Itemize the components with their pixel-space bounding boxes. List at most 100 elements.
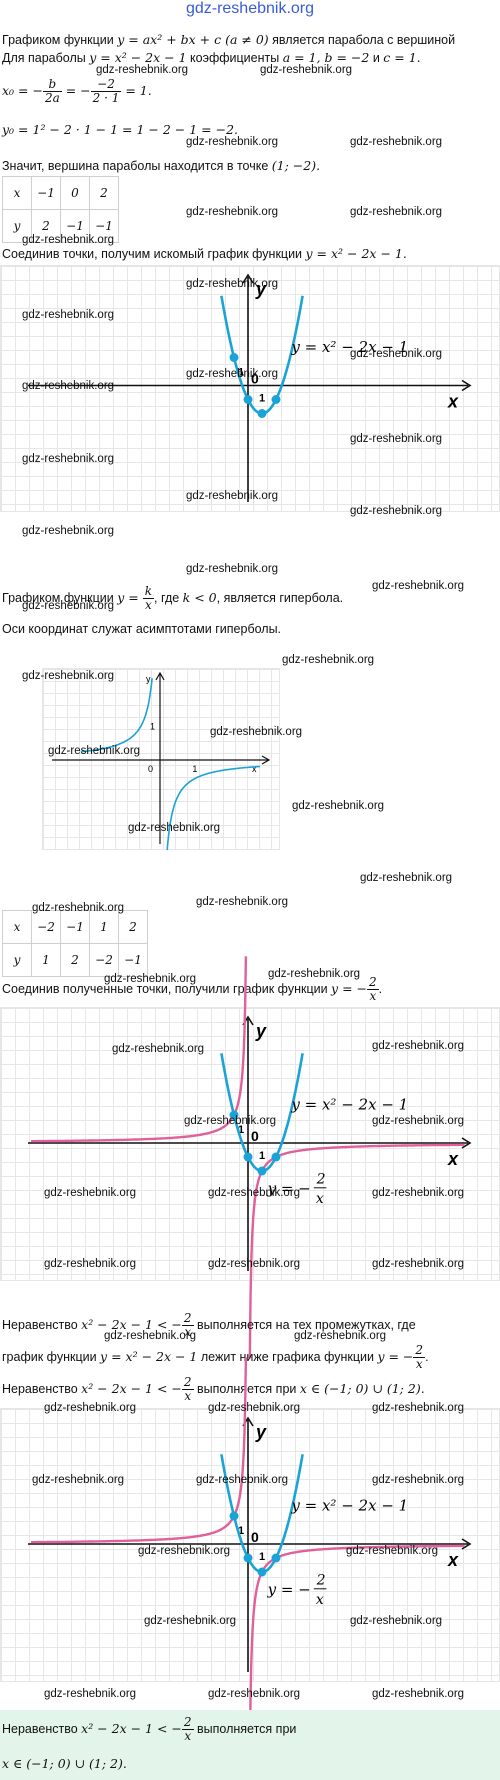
- answer-solution: x ∈ (−1; 0) ∪ (1; 2).: [2, 1756, 127, 1771]
- graph-4-grid: [0, 1408, 500, 1682]
- x0-end: = 1.: [121, 83, 152, 98]
- hyperbola-label-y: y = −: [267, 1179, 311, 1197]
- intro-text-b: является парабола с вершиной: [268, 33, 456, 47]
- hyperbola-label-num: 2: [316, 1573, 326, 1589]
- ineq-line-3: Неравенство x² − 2x − 1 < −2 x выполняетс…: [2, 1376, 425, 1403]
- watermark: gdz-reshebnik.org: [22, 234, 115, 246]
- small-x-arrow: [261, 755, 271, 765]
- ineq-den: x: [184, 1325, 192, 1340]
- answer-text-a: Неравенство: [2, 1722, 82, 1736]
- origin-label: 0: [251, 1128, 259, 1144]
- connect-y-2: y = −: [331, 981, 368, 996]
- watermark: gdz-reshebnik.org: [372, 1187, 465, 1199]
- watermark: gdz-reshebnik.org: [22, 670, 115, 682]
- line3-formula: x² − 2x − 1 < −: [81, 1381, 182, 1396]
- watermark: gdz-reshebnik.org: [44, 1258, 137, 1270]
- watermark: gdz-reshebnik.org: [372, 1688, 465, 1700]
- watermark: gdz-reshebnik.org: [350, 433, 443, 445]
- watermark: gdz-reshebnik.org: [350, 348, 443, 360]
- hyp-text-b: , где: [154, 591, 183, 605]
- watermark: gdz-reshebnik.org: [22, 600, 115, 612]
- watermark: gdz-reshebnik.org: [282, 654, 375, 666]
- watermark: gdz-reshebnik.org: [294, 1330, 387, 1342]
- line2-end: .: [425, 1350, 429, 1364]
- parabola-point: [271, 1152, 281, 1162]
- parabola-point: [229, 1110, 239, 1120]
- watermark: gdz-reshebnik.org: [32, 902, 125, 914]
- watermark: gdz-reshebnik.org: [350, 505, 443, 517]
- watermark: gdz-reshebnik.org: [184, 1115, 277, 1127]
- table-cell: −1: [60, 209, 90, 243]
- x-axis-label: x: [447, 1149, 459, 1169]
- parabola-label: y = x² − 2x − 1: [290, 1496, 408, 1514]
- watermark: gdz-reshebnik.org: [292, 800, 385, 812]
- small-y-arrow: [155, 671, 165, 681]
- x-axis-label: x: [447, 1550, 459, 1570]
- hyperbola-label-num: 2: [316, 1172, 326, 1188]
- watermark: gdz-reshebnik.org: [268, 968, 361, 980]
- line3-solution: x ∈ (−1; 0) ∪ (1; 2).: [299, 1381, 425, 1396]
- watermark: gdz-reshebnik.org: [186, 368, 279, 380]
- x-one-label: 1: [259, 1551, 265, 1563]
- watermark: gdz-reshebnik.org: [372, 1402, 465, 1414]
- line2-text-b: лежит ниже графика функции: [197, 1350, 378, 1364]
- intro-formula: y = ax² + bx + c (a ≠ 0): [117, 32, 269, 47]
- hyp-y: y =: [117, 590, 143, 605]
- coef-text-a: Для параболы: [2, 51, 90, 65]
- watermark: gdz-reshebnik.org: [22, 309, 115, 321]
- hyp-text-c: , является гипербола.: [216, 591, 344, 605]
- watermark: gdz-reshebnik.org: [372, 1040, 465, 1052]
- watermark: gdz-reshebnik.org: [372, 1258, 465, 1270]
- ineq-formula: x² − 2x − 1 < −: [81, 1317, 182, 1332]
- x0-den2: 2 · 1: [92, 91, 120, 106]
- watermark: gdz-reshebnik.org: [144, 1615, 237, 1627]
- watermark: gdz-reshebnik.org: [208, 1402, 301, 1414]
- y-one-label: 1: [238, 367, 244, 379]
- watermark: gdz-reshebnik.org: [208, 1258, 301, 1270]
- watermark: gdz-reshebnik.org: [350, 1615, 443, 1627]
- coef-c-value: c = 1.: [383, 50, 421, 65]
- parabola-label: y = x² − 2x − 1: [290, 338, 408, 356]
- watermark: gdz-reshebnik.org: [104, 973, 197, 985]
- parabola-point: [257, 1166, 267, 1176]
- x0-lhs: x₀ = −: [2, 83, 43, 98]
- x0-mid: = −: [61, 83, 91, 98]
- y-one-label: 1: [238, 1124, 244, 1136]
- x-one-label: 1: [259, 393, 265, 405]
- hyperbola-label-y: y = −: [267, 1580, 311, 1598]
- watermark: gdz-reshebnik.org: [22, 453, 115, 465]
- watermark: gdz-reshebnik.org: [196, 1474, 289, 1486]
- hyp-text-a: Графиком функции: [2, 591, 118, 605]
- watermark: gdz-reshebnik.org: [22, 380, 115, 392]
- graph-2: x y 0 1 1: [52, 671, 271, 851]
- small-y-label: y: [146, 674, 151, 684]
- hyperbola-label-den: x: [316, 1191, 324, 1207]
- answer-box: [0, 1710, 500, 1780]
- coef-text-c: и: [369, 51, 384, 65]
- site-title[interactable]: gdz-reshebnik.org: [185, 0, 315, 17]
- watermark: gdz-reshebnik.org: [372, 580, 465, 592]
- table-cell: 0: [60, 176, 90, 210]
- table-cell: −1: [60, 910, 90, 944]
- hyperbola-left-branch: [31, 956, 248, 1143]
- watermark: gdz-reshebnik.org: [372, 1474, 465, 1486]
- watermark: gdz-reshebnik.org: [22, 525, 115, 537]
- coef-text-b: коэффициенты: [186, 51, 283, 65]
- table-row: y 2 −1 −1: [2, 209, 119, 243]
- x-axis-label: x: [447, 392, 459, 412]
- watermark: gdz-reshebnik.org: [346, 1545, 439, 1557]
- values-table-2: x −2 −1 1 2 y 1 2 −2 −1: [2, 910, 148, 977]
- graph-3-grid: [0, 1007, 500, 1281]
- x-one-label: 1: [259, 1150, 265, 1162]
- coef-values: a = 1, b = −2: [282, 50, 370, 65]
- small-hyperbola-right: [166, 765, 261, 851]
- vertex-text: Значит, вершина параболы находится в точ…: [2, 159, 272, 173]
- hyperbola-right-branch: [248, 1544, 465, 1760]
- small-origin-label: 0: [148, 764, 153, 774]
- watermark: gdz-reshebnik.org: [208, 1688, 301, 1700]
- table-cell: −1: [89, 209, 119, 243]
- origin-label: 0: [251, 371, 259, 387]
